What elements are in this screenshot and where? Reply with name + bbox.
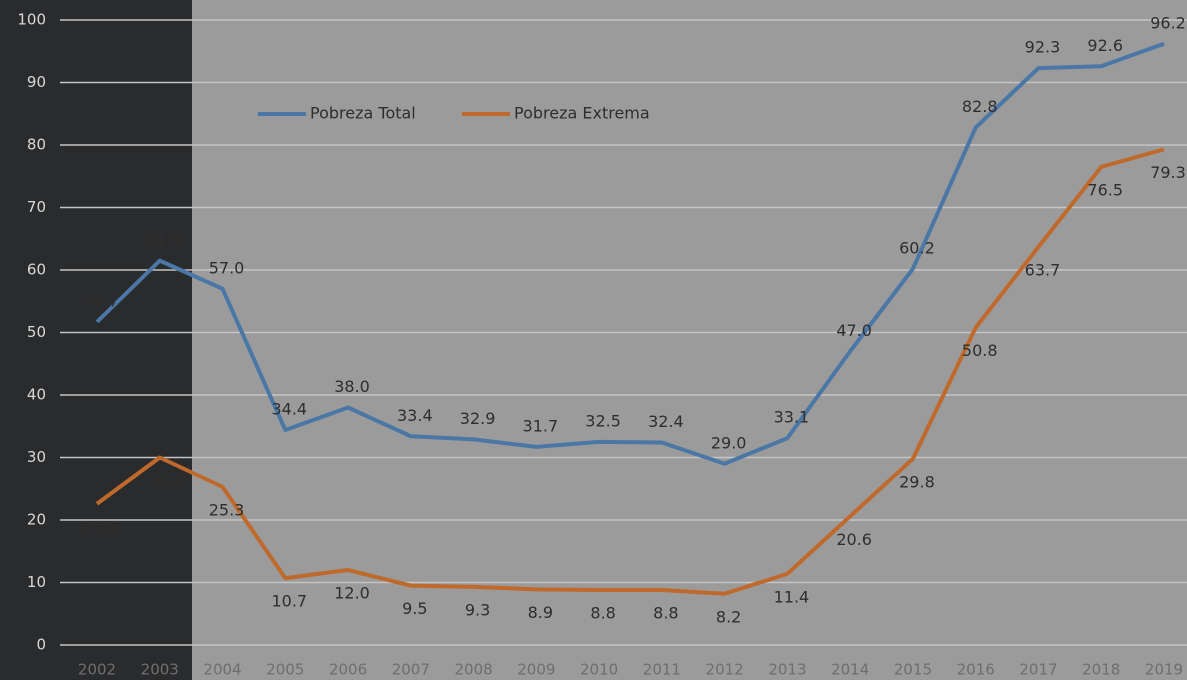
data-label: 57.0 [209,258,245,277]
data-label: 32.9 [460,409,496,428]
data-label: 34.4 [271,400,307,419]
x-tick-label: 2019 [1145,661,1183,679]
x-tick-label: 2008 [454,661,492,679]
data-label: 8.9 [528,603,553,622]
data-label: 60.2 [899,238,935,257]
y-tick-label: 20 [27,511,46,529]
x-tick-label: 2012 [706,661,744,679]
data-label: 8.8 [653,604,678,623]
x-tick-label: 2015 [894,661,932,679]
x-tick-label: 2005 [266,661,304,679]
data-label: 82.8 [962,97,998,116]
data-label: 12.0 [334,584,370,603]
y-tick-label: 60 [27,261,46,279]
data-label: 25.3 [209,500,245,519]
data-label: 38.0 [334,377,370,396]
data-label: 31.7 [523,416,559,435]
data-label: 8.8 [590,604,615,623]
data-label: 9.3 [465,600,490,619]
y-tick-label: 80 [27,136,46,154]
data-label: 76.5 [1087,180,1123,199]
data-label: 33.1 [774,408,810,427]
data-label: 96.2 [1150,13,1186,32]
data-label: 92.3 [1025,38,1061,57]
legend-label: Pobreza Extrema [514,104,650,123]
data-label: 63.7 [1025,260,1061,279]
data-label: 9.5 [402,599,427,618]
data-label: 20.6 [836,530,872,549]
x-tick-label: 2006 [329,661,367,679]
data-label: 10.7 [271,592,307,611]
x-tick-label: 2016 [957,661,995,679]
data-label: 8.2 [716,607,741,626]
data-label: 32.5 [585,411,621,430]
x-tick-label: 2018 [1082,661,1120,679]
legend-label: Pobreza Total [310,104,416,123]
x-tick-label: 2007 [392,661,430,679]
x-tick-label: 2014 [831,661,869,679]
x-tick-label: 2002 [78,661,116,679]
y-tick-label: 0 [36,636,46,654]
data-label: 11.4 [774,587,810,606]
x-tick-label: 2011 [643,661,681,679]
data-label: 50.8 [962,341,998,360]
x-tick-label: 2003 [141,661,179,679]
series-line [95,41,1165,466]
y-tick-label: 70 [27,198,46,216]
y-tick-label: 100 [17,11,46,29]
data-label: 30.0 [146,471,182,490]
data-label: 61.5 [146,230,182,249]
data-label: 51.7 [83,291,119,310]
data-label: 47.0 [836,321,872,340]
data-label: 79.3 [1150,163,1186,182]
y-tick-label: 50 [27,323,46,341]
data-label: 33.4 [397,406,433,425]
x-tick-label: 2013 [768,661,806,679]
dark-panel [0,0,192,680]
data-label: 29.0 [711,433,747,452]
data-label: 22.6 [83,517,119,536]
series-line [95,147,1165,596]
x-tick-label: 2004 [203,661,241,679]
data-label: 92.6 [1087,36,1123,55]
data-label: 29.8 [899,472,935,491]
x-tick-label: 2010 [580,661,618,679]
x-tick-label: 2009 [517,661,555,679]
x-tick-label: 2017 [1019,661,1057,679]
y-tick-label: 40 [27,386,46,404]
data-label: 32.4 [648,412,684,431]
y-tick-label: 30 [27,448,46,466]
y-tick-label: 90 [27,73,46,91]
y-tick-label: 10 [27,573,46,591]
